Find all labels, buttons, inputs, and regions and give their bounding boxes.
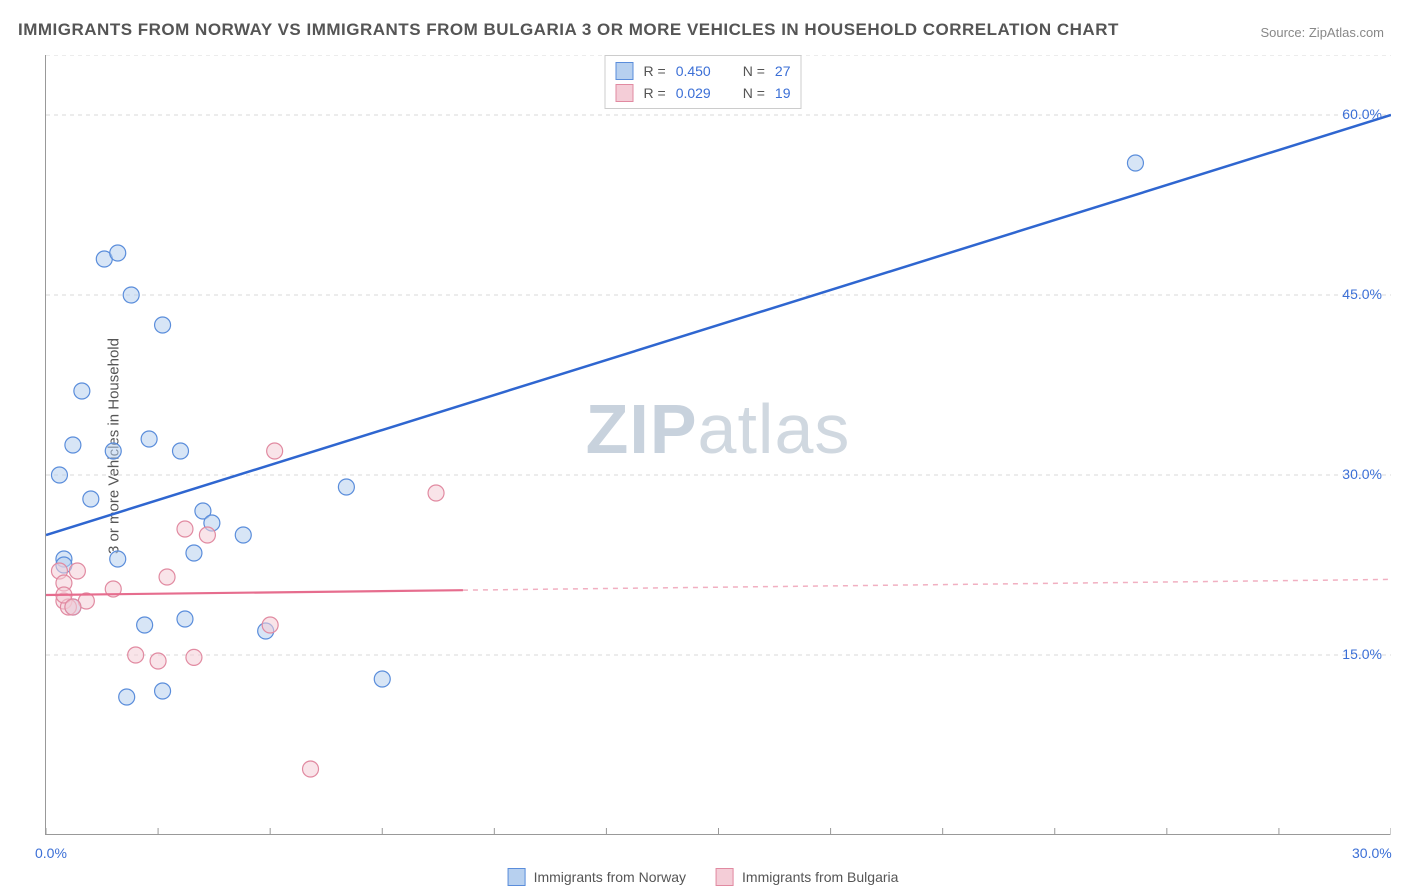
- legend-r-value: 0.029: [676, 85, 711, 101]
- legend-swatch-bulgaria: [716, 868, 734, 886]
- legend-n-value: 27: [775, 63, 791, 79]
- chart-source: Source: ZipAtlas.com: [1260, 25, 1384, 40]
- chart-container: IMMIGRANTS FROM NORWAY VS IMMIGRANTS FRO…: [0, 0, 1406, 892]
- legend-swatch-norway: [508, 868, 526, 886]
- legend-n-value: 19: [775, 85, 791, 101]
- y-tick-label: 60.0%: [1342, 106, 1382, 122]
- y-tick-label: 45.0%: [1342, 286, 1382, 302]
- legend-r-value: 0.450: [676, 63, 711, 79]
- x-tick-label: 0.0%: [35, 845, 67, 861]
- legend-n-label: N =: [743, 85, 765, 101]
- legend-label: Immigrants from Norway: [534, 869, 686, 885]
- y-tick-label: 30.0%: [1342, 466, 1382, 482]
- chart-title: IMMIGRANTS FROM NORWAY VS IMMIGRANTS FRO…: [18, 20, 1119, 40]
- legend-r-label: R =: [644, 63, 666, 79]
- legend-r-label: R =: [644, 85, 666, 101]
- legend-swatch-bulgaria: [616, 84, 634, 102]
- legend-item: Immigrants from Norway: [508, 868, 686, 886]
- plot-area: ZIPatlas: [45, 55, 1390, 835]
- legend-label: Immigrants from Bulgaria: [742, 869, 898, 885]
- legend-row: R = 0.029 N = 19: [616, 82, 791, 104]
- legend-n-label: N =: [743, 63, 765, 79]
- legend-item: Immigrants from Bulgaria: [716, 868, 898, 886]
- x-tick-label: 30.0%: [1352, 845, 1392, 861]
- chart-svg: [46, 55, 1391, 835]
- legend-series: Immigrants from Norway Immigrants from B…: [508, 868, 899, 886]
- y-tick-label: 15.0%: [1342, 646, 1382, 662]
- legend-row: R = 0.450 N = 27: [616, 60, 791, 82]
- legend-correlation: R = 0.450 N = 27 R = 0.029 N = 19: [605, 55, 802, 109]
- legend-swatch-norway: [616, 62, 634, 80]
